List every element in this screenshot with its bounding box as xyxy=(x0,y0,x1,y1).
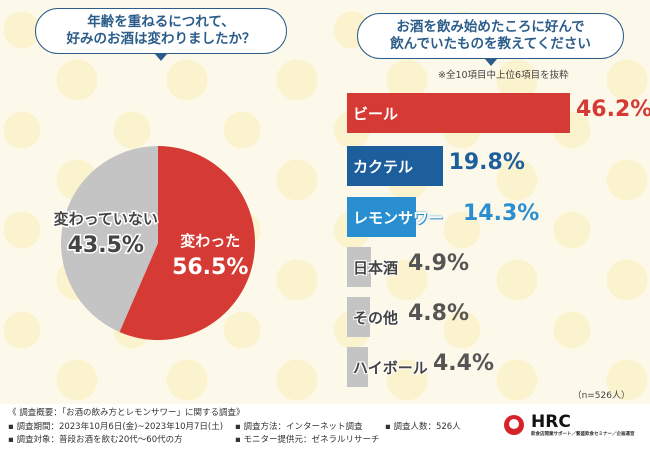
survey-period: ▪ 調査期間：2023年10月6日(金)~2023年10月7日(土) xyxy=(8,422,224,432)
sample-size: （n=526人） xyxy=(572,391,630,401)
bar xyxy=(347,146,443,186)
bar-value-label: 14.3% xyxy=(463,201,540,226)
pie-chart: 変わった 56.5% 変わっていない 43.5% xyxy=(52,145,256,340)
bar xyxy=(347,297,371,337)
bar-category-label: 日本酒 xyxy=(353,259,399,277)
bar xyxy=(347,247,371,287)
pie-category-label: 変わっていない xyxy=(54,210,158,228)
bar-value-label: 4.4% xyxy=(433,351,495,376)
bar-category-label: ハイボール xyxy=(353,359,428,377)
pie-category-label: 変わった xyxy=(180,232,240,250)
hrc-logo: HRC 飲食店開業サポート／繁盛飲食セミナー／企画運営 xyxy=(503,412,635,439)
pie-slice-0 xyxy=(119,146,256,340)
logo-text: HRC xyxy=(531,412,571,432)
logo-subtext: 飲食店開業サポート／繁盛飲食セミナー／企画運営 xyxy=(531,432,635,437)
bar-category-label: カクテル xyxy=(353,158,414,176)
bar-value-label: 4.9% xyxy=(408,251,470,276)
bar xyxy=(347,197,417,237)
survey-target: ▪ 調査対象：普段お酒を飲む20代～60代の方 xyxy=(8,435,183,445)
survey-title: 《 調査概要：「お酒の飲み方とレモンサワー」に関する調査》 xyxy=(8,408,245,418)
note: ※全10項目中上位6項目を抜粋 xyxy=(438,70,569,81)
footer: 《 調査概要：「お酒の飲み方とレモンサワー」に関する調査》 ▪ 調査期間：202… xyxy=(0,404,650,450)
pie-question-bubble: 年齢を重ねるにつれて、 好みのお酒は変わりましたか？ xyxy=(35,8,287,61)
question-line: 年齢を重ねるにつれて、 xyxy=(87,14,235,30)
survey-provider: ▪ モニター提供元：ゼネラルリサーチ xyxy=(235,435,380,445)
survey-method: ▪ 調査方法：インターネット調査 xyxy=(235,422,363,432)
bar xyxy=(347,93,570,133)
pie-value-label: 43.5% xyxy=(68,233,144,258)
bar-value-label: 4.8% xyxy=(408,301,470,326)
pie-slice-1 xyxy=(61,145,158,333)
survey-count: ▪ 調査人数：526人 xyxy=(385,422,461,432)
bar-question-bubble: お酒を飲み始めたころに好んで 飲んでいたものを教えてください xyxy=(357,13,624,66)
bar-value-label: 46.2% xyxy=(576,97,650,122)
bar-value-label: 19.8% xyxy=(448,150,525,175)
question-line: 飲んでいたものを教えてください xyxy=(390,36,591,52)
bar-category-label: その他 xyxy=(353,309,399,327)
logo-icon xyxy=(504,415,524,435)
bar-category-label: レモンサワー xyxy=(353,209,444,227)
bar-category-label: ビール xyxy=(353,105,399,123)
bar xyxy=(347,347,369,387)
pie-value-label: 56.5% xyxy=(172,255,248,280)
question-line: 好みのお酒は変わりましたか？ xyxy=(66,31,256,47)
question-line: お酒を飲み始めたころに好んで xyxy=(396,19,585,35)
